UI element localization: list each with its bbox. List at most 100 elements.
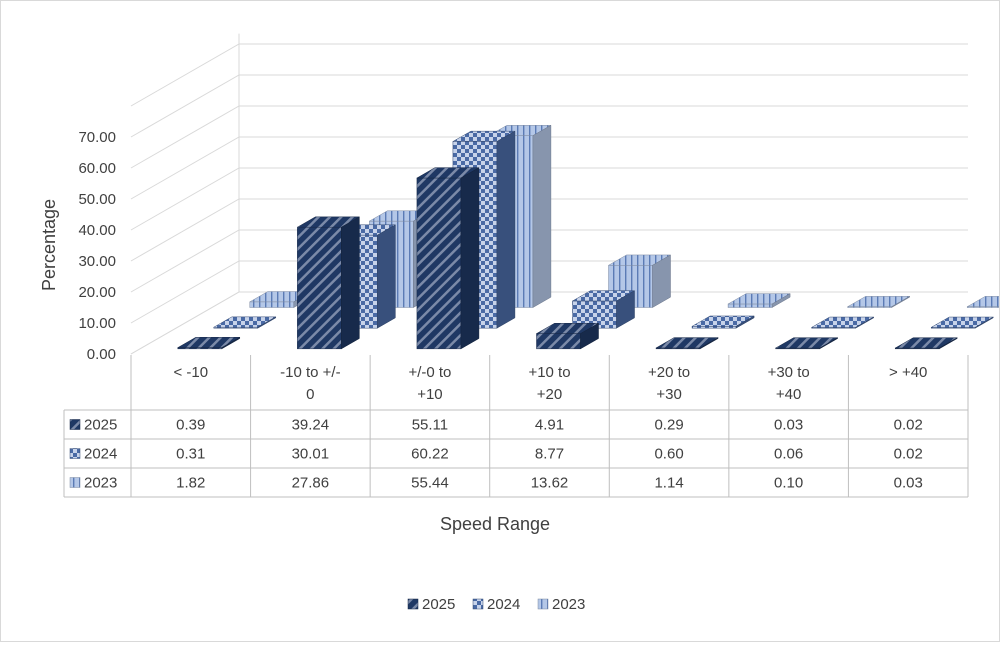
table-cell: 13.62 [531,475,569,492]
bar-2025-10-to-20 [535,322,600,350]
bar-2025-10-to-0 [296,216,361,350]
gridlines [130,43,968,355]
y-tick-label: 20.00 [78,284,116,301]
category-label: +10 to [528,364,570,381]
table-cell: 0.03 [894,475,923,492]
bar-2024-10 [212,316,277,329]
table-cell: 0.02 [894,417,923,434]
legend: 2025 2024 2023 [407,596,585,613]
table-cell: 0.02 [894,446,923,463]
data-table: < -10 -10 to +/- 0 +/-0 to +10 +10 to +20 +20 t… [63,355,969,498]
table-cell: 0.31 [176,446,205,463]
bar-side-face [496,130,516,329]
gridline [130,136,968,200]
bar-2024-40 [930,316,995,329]
table-cell: 0.60 [654,446,683,463]
y-tick-label: 0.00 [87,346,116,363]
bar-side-face [974,316,994,329]
category-label: +40 [776,386,801,403]
bar-2023-10-to-20 [607,254,672,308]
category-label: +10 [417,386,442,403]
legend-key-icon [472,598,484,610]
bar-2023-20-to-30 [727,293,792,308]
series-key-icon [69,419,81,430]
bar-side-face [460,167,480,350]
back-walls [130,33,240,355]
bar-side-face [341,216,360,350]
gridline [130,74,968,138]
bar-front-face [727,303,773,308]
bar-2025-20-to-30 [655,337,720,350]
table-cell: 0.39 [176,417,205,434]
gridline [130,260,968,324]
bar-2024-20-to-30 [691,315,756,329]
bar-2023-30-to-40 [846,295,911,308]
category-label: > +40 [889,364,927,381]
bar-side-face [616,290,635,329]
bars [176,124,1000,350]
table-cell: 4.91 [535,417,564,434]
bar-side-face [652,254,671,308]
legend-label: 2023 [552,596,585,613]
bar-2023-40 [966,296,1000,308]
y-tick-label: 60.00 [78,160,116,177]
legend-key-icon [537,598,549,610]
bar-side-face [377,224,396,329]
series-row-label: 2023 [84,475,117,492]
table-cell: 0.10 [774,475,803,492]
y-tick-label: 50.00 [78,191,116,208]
bar-side-face [855,316,874,329]
bar-front-face [416,177,462,350]
series-row-label: 2025 [84,417,117,434]
bar-side-face [221,336,241,350]
bar-front-face [536,333,581,350]
bar-side-face [580,322,599,350]
bar-side-face [699,337,719,350]
category-label: 0 [306,386,314,403]
gridline [130,43,968,107]
gridline [130,291,968,355]
table-cell: 30.01 [292,446,330,463]
bar-2024-10-to-20 [571,290,636,329]
table-cell: 0.29 [654,417,683,434]
table-cell: 55.11 [412,417,448,434]
table-cell: 0.06 [774,446,803,463]
y-tick-label: 70.00 [78,129,116,146]
table-cell: 39.24 [292,417,330,434]
bar-side-face [257,316,277,329]
category-label: +20 [537,386,562,403]
series-key-icon [69,448,81,459]
category-label: +30 [656,386,681,403]
table-cell: 8.77 [535,446,564,463]
legend-key-icon [407,598,419,610]
bar-2025-30-to-40 [774,337,839,350]
series-row-label: 2024 [84,446,117,463]
gridline [130,198,968,262]
category-label: +30 to [768,364,810,381]
bar-front-face [249,301,295,308]
category-label: +/-0 to [408,364,451,381]
bar-top-face [966,296,1000,307]
gridline [130,105,968,169]
table-cell: 1.82 [176,475,205,492]
bar-side-face [532,124,552,308]
bar-front-face [297,226,342,350]
y-tick-label: 40.00 [78,222,116,239]
bar-side-face [771,293,791,308]
bar-side-face [891,295,910,308]
bar-2025-40 [894,337,959,350]
y-tick-label: 10.00 [78,315,116,332]
y-axis-title: Percentage [39,199,59,291]
legend-label: 2024 [487,596,520,613]
x-axis-title: Speed Range [440,514,550,534]
table-cell: 60.22 [411,446,449,463]
legend-label: 2025 [422,596,455,613]
category-label: < -10 [173,364,208,381]
bar-2025-10 [176,336,241,350]
gridline [130,229,968,293]
table-cell: 55.44 [411,475,449,492]
bar-front-face [691,326,737,329]
category-label: +20 to [648,364,690,381]
